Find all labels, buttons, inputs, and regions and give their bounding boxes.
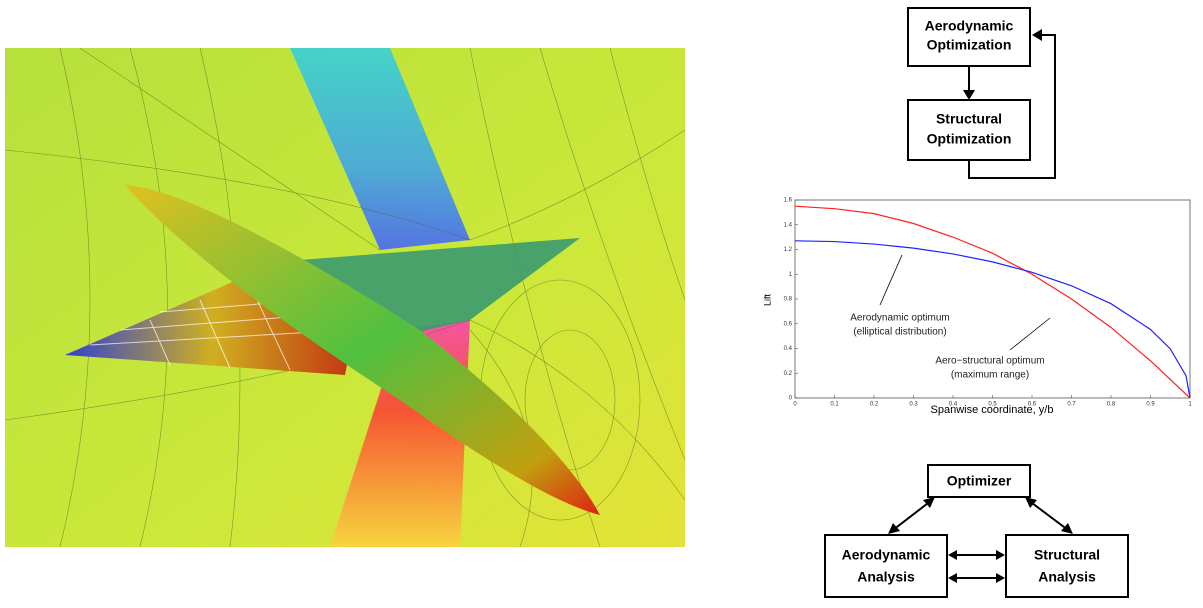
- y-tick-label: 0.6: [784, 321, 793, 327]
- node-label: Aerodynamic: [925, 18, 1014, 34]
- y-tick-label: 0: [789, 396, 793, 402]
- x-tick-label: 0.4: [949, 402, 958, 408]
- annotation-arrow: [1010, 318, 1050, 350]
- sequential-diagram: Aerodynamic Optimization Structural Opti…: [908, 8, 1055, 178]
- x-tick-label: 0.1: [830, 402, 839, 408]
- x-tick-label: 0.2: [870, 402, 879, 408]
- node-label: Optimization: [927, 131, 1012, 147]
- annotation: Aerodynamic optimum: [850, 313, 949, 324]
- arrowhead: [963, 90, 975, 100]
- x-tick-label: 0.8: [1107, 402, 1116, 408]
- x-tick-label: 0.7: [1067, 402, 1076, 408]
- y-tick-label: 1.6: [784, 198, 793, 204]
- y-tick-label: 1.4: [784, 222, 793, 228]
- figure: Aerodynamic Optimization Structural Opti…: [0, 0, 1203, 603]
- annotation: (elliptical distribution): [853, 327, 946, 338]
- y-tick-label: 0.8: [784, 297, 793, 303]
- x-tick-label: 0: [793, 402, 797, 408]
- node-label: Optimizer: [947, 473, 1012, 489]
- node-label: Structural: [1034, 547, 1100, 563]
- y-tick-label: 0.2: [784, 371, 793, 377]
- x-tick-label: 0.6: [1028, 402, 1037, 408]
- node-label: Optimization: [927, 37, 1012, 53]
- annotation: Aero−structural optimum: [935, 356, 1044, 367]
- node-box: [1006, 535, 1128, 597]
- node-label: Analysis: [857, 569, 915, 585]
- node-label: Aerodynamic: [842, 547, 931, 563]
- y-tick-label: 1.2: [784, 247, 793, 253]
- x-tick-label: 0.3: [909, 402, 918, 408]
- annotation: (maximum range): [951, 370, 1029, 381]
- annotation-arrow: [880, 255, 902, 305]
- y-tick-label: 1: [789, 272, 793, 278]
- x-tick-label: 0.5: [988, 402, 997, 408]
- node-box: [825, 535, 947, 597]
- node-label: Structural: [936, 111, 1002, 127]
- y-axis-label: Lift: [762, 294, 772, 307]
- node-label: Analysis: [1038, 569, 1096, 585]
- cfd-render: [5, 48, 685, 547]
- x-tick-label: 1: [1188, 402, 1192, 408]
- y-tick-label: 0.4: [784, 346, 793, 352]
- x-tick-label: 0.9: [1146, 402, 1155, 408]
- plot-frame: [795, 200, 1190, 398]
- coupled-diagram: Optimizer Aerodynamic Analysis Structura…: [825, 465, 1128, 597]
- arrowhead: [1032, 29, 1042, 41]
